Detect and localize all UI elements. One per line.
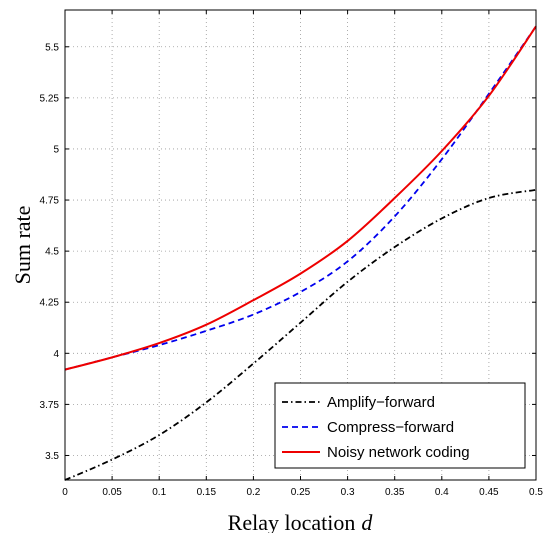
legend-label-amplify-forward: Amplify−forward <box>327 394 435 411</box>
series-line-amplify-forward <box>64 188 537 481</box>
x-tick-labels: 0 0.05 0.1 0.15 0.2 0.25 0.3 0.35 0.4 0.45 0.5 <box>62 487 543 498</box>
y-tick-label: 4 <box>53 349 59 360</box>
series-line-noisy-network-coding <box>64 25 537 371</box>
x-tick-label: 0.05 <box>102 487 122 498</box>
y-tick-label: 4.5 <box>45 247 59 258</box>
x-tick-label: 0.1 <box>152 487 166 498</box>
y-axis-title: Sum rate <box>10 206 35 285</box>
x-tick-label: 0.5 <box>529 487 543 498</box>
y-tick-label: 3.5 <box>45 451 59 462</box>
y-tick-labels: 3.5 3.75 4 4.25 4.5 4.75 5 5.25 5.5 <box>40 42 60 462</box>
legend-box <box>274 382 526 469</box>
x-tick-label: 0.15 <box>197 487 217 498</box>
y-tick-label: 5.25 <box>40 93 60 104</box>
x-tick-label: 0.25 <box>291 487 311 498</box>
y-tick-label: 5.5 <box>45 42 59 53</box>
legend-label-noisy-network-coding: Noisy network coding <box>327 444 470 461</box>
y-tick-label: 4.25 <box>40 298 60 309</box>
x-axis-title: Relay location d <box>228 510 374 533</box>
y-tick-label: 4.75 <box>40 196 60 207</box>
legend: Amplify−forward Compress−forward Noisy net… <box>274 382 526 469</box>
x-axis-variable: d <box>361 510 373 533</box>
x-tick-label: 0.2 <box>246 487 260 498</box>
y-tick-label: 3.75 <box>40 400 60 411</box>
plot-frame <box>64 9 537 481</box>
axis-ticks <box>64 10 537 480</box>
x-tick-label: 0.4 <box>435 487 449 498</box>
x-tick-label: 0.3 <box>341 487 355 498</box>
legend-label-compress-forward: Compress−forward <box>327 419 454 436</box>
x-tick-label: 0.35 <box>385 487 405 498</box>
y-tick-label: 5 <box>53 144 59 155</box>
x-tick-label: 0 <box>62 487 68 498</box>
series-lines <box>64 25 537 481</box>
x-tick-label: 0.45 <box>479 487 499 498</box>
series-line-compress-forward <box>64 25 537 371</box>
x-axis-label: Relay location <box>228 510 356 533</box>
